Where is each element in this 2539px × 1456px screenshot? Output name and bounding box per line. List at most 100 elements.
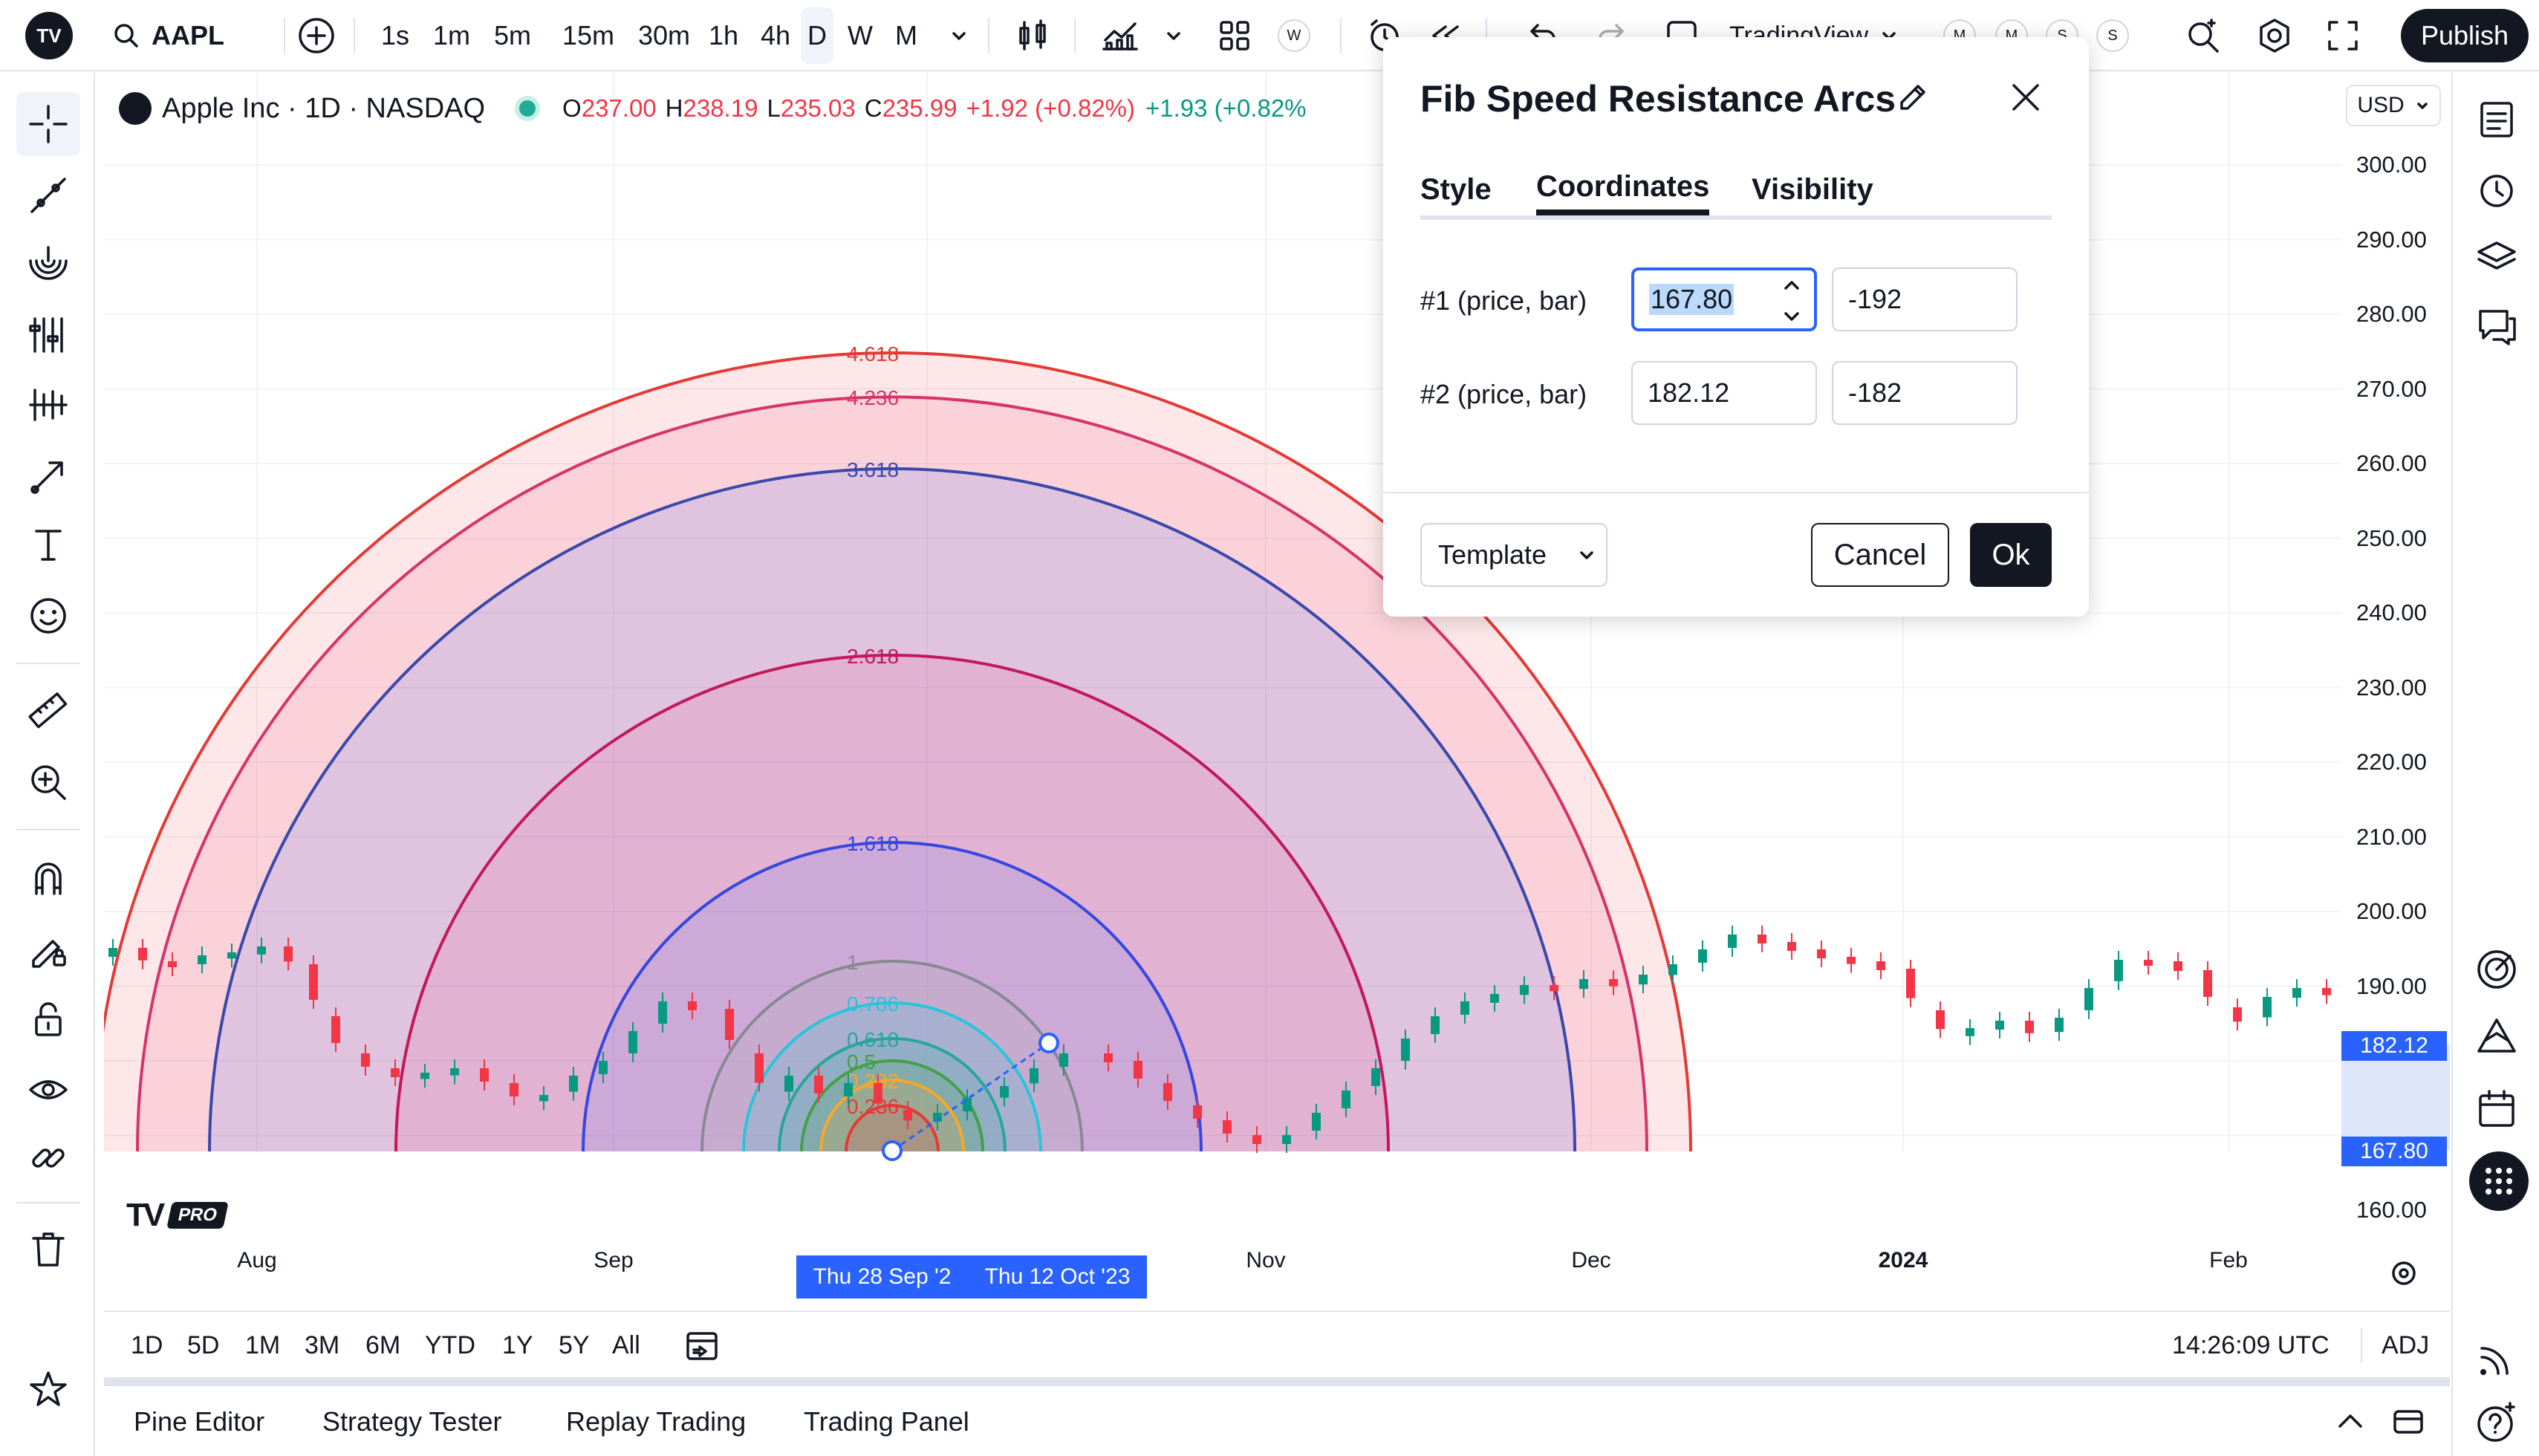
chart-type-button[interactable]: [1010, 0, 1055, 71]
ok-button[interactable]: Ok: [1970, 523, 2052, 587]
fib-arc[interactable]: [582, 841, 1203, 1152]
remove-drawings-tool[interactable]: [16, 1217, 80, 1281]
maximize-panel-button[interactable]: [2390, 1404, 2426, 1443]
fib-arc[interactable]: [394, 654, 1390, 1152]
interval-4h[interactable]: 4h: [760, 20, 791, 51]
price-axis[interactable]: USD 300.00 290.00 280.00 270.00 260.00 250.00…: [2341, 73, 2450, 1310]
range-1d[interactable]: 1D: [131, 1330, 163, 1359]
forecast-tool[interactable]: [16, 373, 80, 437]
candle[interactable]: [1401, 1039, 1410, 1061]
candle[interactable]: [1223, 1120, 1232, 1134]
candle[interactable]: [1668, 964, 1677, 975]
favorites-tool[interactable]: [16, 1358, 80, 1422]
candle[interactable]: [1579, 979, 1588, 989]
ruler-tool[interactable]: [16, 679, 80, 743]
candle[interactable]: [2025, 1021, 2034, 1033]
alerts-button[interactable]: [2465, 157, 2529, 221]
text-tool[interactable]: [16, 513, 80, 576]
candle[interactable]: [2233, 1007, 2242, 1022]
candle[interactable]: [331, 1016, 340, 1043]
candle[interactable]: [108, 948, 117, 957]
candle[interactable]: [284, 946, 293, 962]
ideas-button[interactable]: [2465, 937, 2529, 1001]
compare-badge[interactable]: W: [1278, 19, 1310, 52]
candle[interactable]: [1312, 1113, 1321, 1131]
candle[interactable]: [1698, 949, 1707, 963]
range-5d[interactable]: 5D: [187, 1330, 220, 1359]
range-3m[interactable]: 3M: [305, 1330, 340, 1359]
interval-15m[interactable]: 15m: [562, 20, 615, 51]
patterns-tool[interactable]: [16, 303, 80, 367]
bottom-tab[interactable]: Strategy Tester: [322, 1406, 502, 1437]
candle[interactable]: [1460, 1001, 1469, 1015]
bottom-tab[interactable]: Trading Panel: [804, 1406, 969, 1437]
anchor-handle[interactable]: [1038, 1033, 1059, 1053]
trend-anchor-line[interactable]: [891, 1041, 1050, 1152]
fib-arc[interactable]: [845, 1104, 940, 1152]
go-to-date-button[interactable]: [683, 1312, 722, 1379]
candle[interactable]: [1966, 1028, 1974, 1036]
crosshair-tool[interactable]: [16, 92, 80, 156]
shortcut-badge[interactable]: S: [2096, 19, 2129, 52]
candle[interactable]: [361, 1053, 370, 1067]
calendar-button[interactable]: [2465, 1077, 2529, 1141]
interval-30m[interactable]: 30m: [637, 20, 691, 51]
fib-tool[interactable]: [16, 232, 80, 296]
candle[interactable]: [2263, 997, 2272, 1018]
add-symbol-button[interactable]: [294, 0, 339, 71]
streams-button[interactable]: [2465, 1327, 2529, 1391]
fib-arc[interactable]: [104, 351, 1692, 1152]
market-status-icon[interactable]: [515, 96, 541, 121]
point1-price-input[interactable]: 167.80: [1631, 267, 1817, 331]
candle[interactable]: [309, 964, 318, 1000]
range-ytd[interactable]: YTD: [425, 1330, 475, 1359]
candle[interactable]: [450, 1068, 459, 1076]
settings-button[interactable]: [2254, 0, 2295, 71]
tab-style[interactable]: Style: [1420, 172, 1492, 206]
range-6m[interactable]: 6M: [365, 1330, 401, 1359]
drawing-mode-tool[interactable]: [16, 917, 80, 981]
hide-drawings-tool[interactable]: [16, 1058, 80, 1122]
lock-drawings-tool[interactable]: [16, 987, 80, 1050]
candle[interactable]: [1817, 949, 1826, 958]
panel-divider[interactable]: [104, 1377, 2450, 1385]
interval-1s[interactable]: 1s: [380, 20, 410, 51]
candle[interactable]: [725, 1009, 734, 1040]
candle[interactable]: [1906, 969, 1915, 998]
range-1y[interactable]: 1Y: [502, 1330, 533, 1359]
candle[interactable]: [1059, 1053, 1068, 1067]
candle[interactable]: [658, 1001, 667, 1024]
candle[interactable]: [1609, 979, 1618, 987]
magnet-tool[interactable]: [16, 845, 80, 909]
candle[interactable]: [2292, 988, 2301, 998]
candle[interactable]: [1030, 1068, 1038, 1084]
interval-5m[interactable]: 5m: [493, 20, 531, 51]
point2-bar-input[interactable]: -182: [1832, 361, 2018, 425]
candle[interactable]: [2084, 988, 2093, 1010]
interval-m[interactable]: M: [895, 20, 917, 51]
tradingview-pro-logo[interactable]: TV PRO: [126, 1197, 230, 1233]
template-dropdown[interactable]: Template: [1420, 523, 1607, 587]
candle[interactable]: [257, 946, 266, 955]
fib-arc[interactable]: [136, 395, 1648, 1152]
rename-button[interactable]: [1894, 79, 1931, 116]
interval-w[interactable]: W: [848, 20, 873, 51]
candle[interactable]: [1252, 1135, 1261, 1144]
range-5y[interactable]: 5Y: [559, 1330, 590, 1359]
candle[interactable]: [539, 1095, 548, 1102]
candle[interactable]: [1995, 1021, 2004, 1030]
watchlist-button[interactable]: [2465, 88, 2529, 152]
candle[interactable]: [903, 1110, 912, 1121]
point1-bar-input[interactable]: -192: [1832, 267, 2018, 331]
layouts-button[interactable]: [1215, 0, 1254, 71]
candle[interactable]: [2114, 960, 2123, 981]
screener-button[interactable]: [2465, 1006, 2529, 1070]
apps-button[interactable]: [2469, 1151, 2529, 1211]
bottom-tab[interactable]: Pine Editor: [134, 1406, 265, 1437]
candle[interactable]: [1639, 975, 1648, 985]
arrow-tool[interactable]: [16, 444, 80, 508]
candle[interactable]: [1936, 1010, 1945, 1030]
interval-1h[interactable]: 1h: [708, 20, 739, 51]
candle[interactable]: [2055, 1018, 2064, 1033]
fib-arc[interactable]: [800, 1059, 984, 1152]
